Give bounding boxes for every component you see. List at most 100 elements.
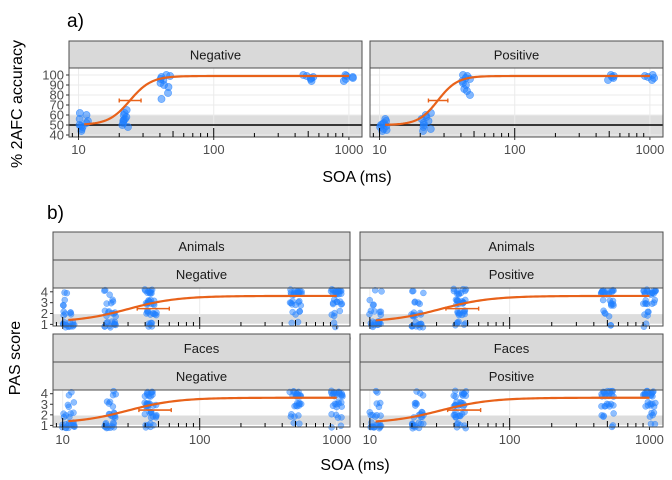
data-point — [375, 321, 382, 328]
x-tick-label: 100 — [203, 142, 225, 157]
facet-strip-label: Animals — [488, 239, 535, 254]
y-tick-label: 2 — [41, 306, 48, 321]
y-tick-label: 3 — [41, 295, 48, 310]
data-point — [373, 411, 380, 419]
data-point — [367, 411, 375, 419]
x-tick-label: 1000 — [635, 432, 664, 447]
x-tick-label: 10 — [55, 432, 69, 447]
facet-strip-label: Negative — [176, 369, 227, 384]
x-tick-label: 1000 — [322, 432, 351, 447]
data-point — [336, 390, 343, 397]
data-point — [640, 288, 648, 295]
y-tick-label: 2 — [41, 407, 48, 422]
data-point — [112, 313, 119, 320]
data-point — [607, 322, 615, 329]
data-point — [369, 301, 377, 309]
data-point — [459, 285, 467, 293]
data-point — [459, 71, 467, 79]
facet-strip-label: Positive — [489, 267, 535, 282]
data-point — [152, 311, 160, 319]
x-tick-label: 100 — [189, 432, 211, 447]
data-point — [606, 389, 614, 396]
fit-curve — [375, 294, 650, 322]
panel-border — [359, 287, 664, 327]
band-rect — [53, 414, 350, 426]
data-point — [107, 299, 115, 307]
data-point — [160, 81, 168, 89]
data-point — [147, 420, 154, 427]
data-point — [122, 106, 131, 114]
data-point — [287, 299, 295, 307]
data-point — [330, 319, 338, 326]
fit-curve — [375, 396, 650, 423]
x-axis-title-a: SOA (ms) — [322, 169, 391, 186]
data-point — [105, 400, 113, 407]
x-axis-title-b: SOA (ms) — [320, 457, 389, 474]
data-point — [649, 388, 657, 396]
data-point — [295, 402, 303, 409]
data-point — [338, 300, 346, 308]
data-point — [366, 310, 373, 318]
data-point — [152, 412, 160, 420]
y-tick-label: 100 — [42, 68, 64, 83]
data-point — [598, 390, 605, 398]
facet-strip — [369, 40, 664, 69]
data-point — [598, 412, 605, 419]
data-point — [452, 387, 459, 395]
panel-tag-b: b) — [47, 203, 64, 224]
panel-border — [359, 389, 664, 428]
data-point — [295, 288, 302, 295]
x-tick-label: 1000 — [635, 142, 664, 157]
data-point — [640, 323, 648, 330]
data-point — [463, 87, 471, 95]
data-point — [296, 308, 303, 315]
data-point — [647, 420, 655, 428]
y-axis-title-b: PAS score — [7, 321, 24, 396]
y-tick-label: 90 — [50, 78, 64, 93]
data-point — [366, 296, 373, 304]
panel-border — [369, 67, 664, 138]
facet-strip — [52, 361, 351, 391]
chance-band — [69, 115, 362, 137]
data-point — [461, 310, 468, 318]
fit-curve — [68, 396, 337, 423]
data-point — [454, 319, 461, 326]
y-tick-label: 40 — [50, 128, 64, 143]
data-point — [644, 308, 652, 316]
data-point — [368, 322, 375, 329]
data-point — [77, 122, 85, 130]
data-point — [416, 390, 424, 397]
data-point — [296, 297, 303, 305]
data-point — [600, 307, 607, 315]
band-rect — [360, 414, 663, 426]
data-point — [609, 286, 617, 294]
y-tick-label: 4 — [41, 284, 48, 299]
y-tick-label: 4 — [41, 386, 48, 401]
data-point — [462, 320, 469, 327]
facet-strip — [52, 333, 351, 363]
data-point — [452, 393, 459, 400]
data-point — [332, 411, 340, 419]
facet-strip-label: Faces — [494, 341, 530, 356]
y-tick-label: 1 — [41, 418, 48, 433]
facet-strip-label: Negative — [190, 48, 241, 63]
data-point — [329, 300, 337, 308]
data-point — [65, 391, 73, 399]
x-tick-label: 100 — [499, 432, 521, 447]
data-point — [644, 402, 652, 409]
data-point — [459, 392, 467, 399]
data-point — [104, 318, 111, 326]
data-point — [75, 109, 84, 117]
data-point — [294, 318, 302, 326]
data-point — [60, 312, 67, 319]
facet-strip — [359, 259, 664, 289]
panel-tag-a: a) — [67, 11, 84, 32]
data-point — [375, 403, 383, 411]
data-point — [65, 323, 72, 331]
facet-strip-label: Positive — [489, 369, 535, 384]
facet-strip — [359, 333, 664, 363]
data-point — [65, 403, 73, 411]
data-point — [605, 313, 613, 320]
data-point — [455, 412, 462, 420]
